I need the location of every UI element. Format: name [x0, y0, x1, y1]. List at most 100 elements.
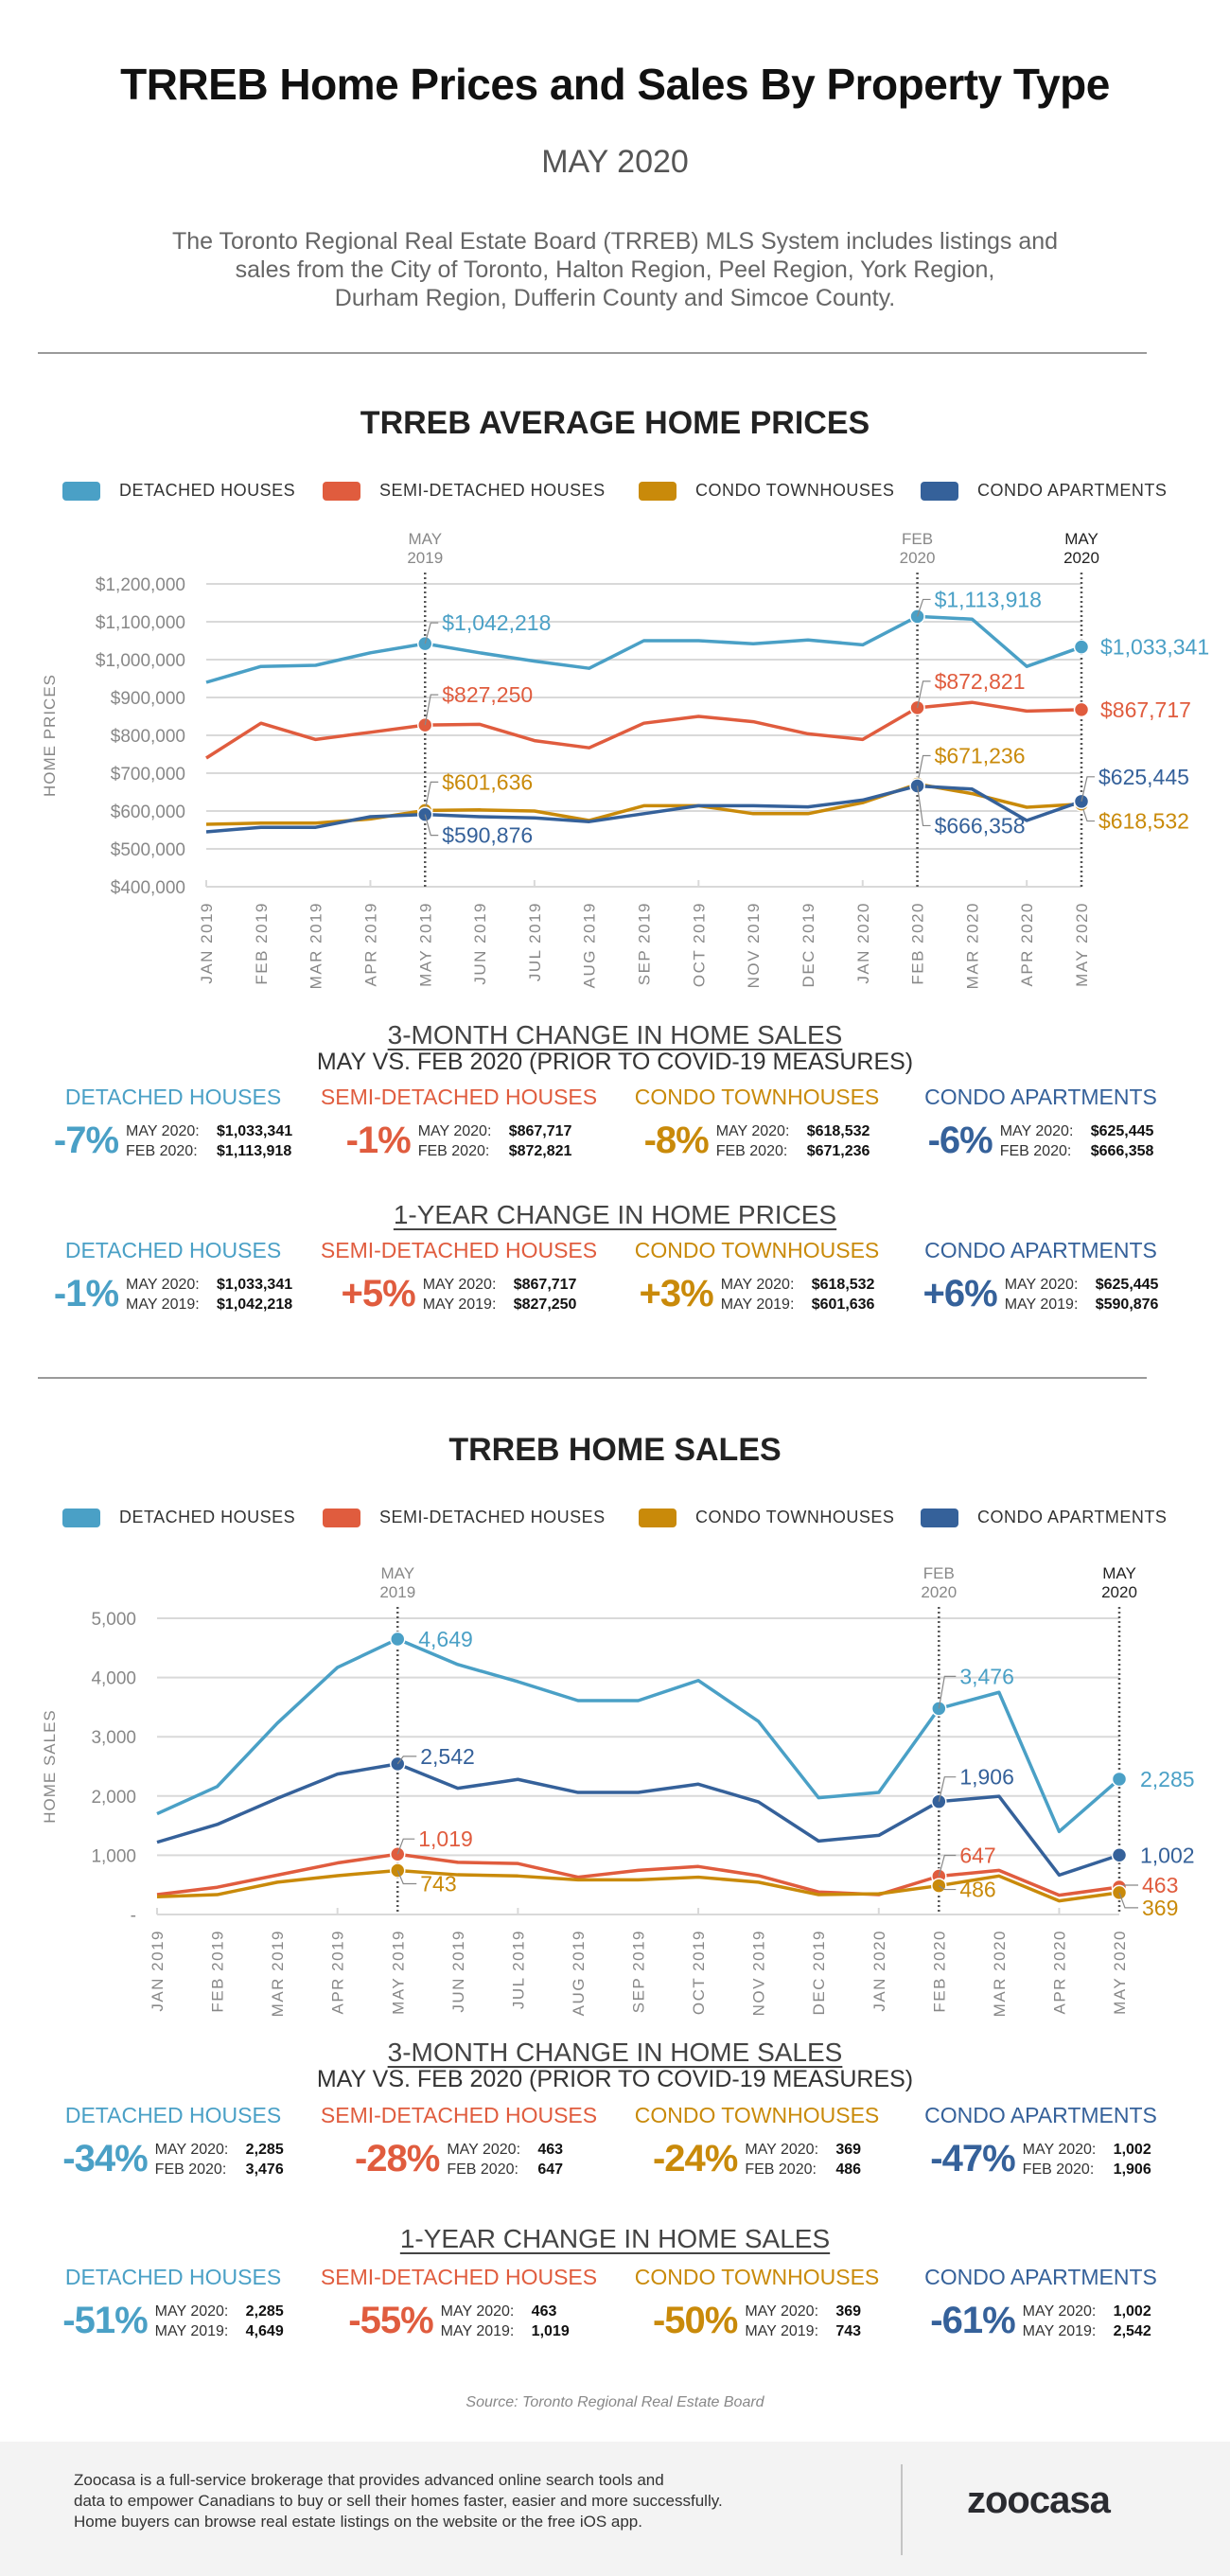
card-line1-value: 463 [531, 2303, 557, 2320]
card-line1-label: MAY 2020: [422, 1276, 497, 1293]
card-values: MAY 2020: $867,717 MAY 2019: $827,250 [423, 1275, 577, 1314]
x-tick-label: OCT 2019 [690, 1930, 708, 2015]
card-category: CONDO APARTMENTS [924, 2103, 1157, 2127]
card-line2-label: FEB 2020: [715, 1142, 788, 1159]
annotation-leader [1118, 1892, 1138, 1909]
legend-label: CONDO APARTMENTS [977, 1508, 1168, 1526]
legend-swatch-townhouse [639, 481, 676, 501]
card-line1-value: $1,033,341 [217, 1122, 293, 1139]
card-line2-label: MAY 2019: [440, 2322, 515, 2339]
annotation-leader [938, 1885, 957, 1891]
card-line2-value: 743 [835, 2322, 862, 2339]
x-tick-label: MAY 2019 [389, 1930, 407, 2015]
page-subtitle: MAY 2020 [541, 144, 689, 180]
y-tick-label: $1,200,000 [96, 575, 185, 595]
x-tick-label: JAN 2019 [198, 902, 216, 984]
x-tick-label: FEB 2020 [909, 902, 927, 985]
legend-label: DETACHED HOUSES [119, 481, 296, 500]
x-tick-label: FEB 2020 [930, 1930, 948, 2013]
legend-label: DETACHED HOUSES [119, 1508, 296, 1526]
summary-card-townhouse: CONDO TOWNHOUSES -24% MAY 2020: 369 FEB 2020… [615, 2103, 899, 2180]
card-values: MAY 2020: $618,532 MAY 2019: $601,636 [721, 1275, 875, 1314]
card-line2-label: FEB 2020: [154, 2161, 227, 2178]
footer: Zoocasa is a full-service brokerage that… [0, 2442, 1230, 2576]
card-line2-label: MAY 2019: [1004, 1296, 1079, 1313]
card-line2-value: $671,236 [806, 1142, 870, 1159]
x-tick-label: APR 2019 [361, 902, 379, 987]
series-line-semi [205, 700, 1082, 760]
card-percent-change: -61% [930, 2300, 1015, 2341]
sales-line-chart: - 1,000 2,000 3,000 4,000 5,000 HOME SALES JAN … [41, 1564, 1195, 2017]
card-line2-value: $601,636 [811, 1296, 875, 1313]
legend-item-detached: DETACHED HOUSES [62, 481, 295, 501]
card-category: CONDO APARTMENTS [924, 1085, 1157, 1109]
legend-swatch-apartment [921, 1508, 958, 1527]
summary-card-apartment: CONDO APARTMENTS -6% MAY 2020: $625,445 FEB … [899, 1085, 1183, 1162]
card-body: -47% MAY 2020: 1,002 FEB 2020: 1,906 [899, 2138, 1183, 2180]
data-label: 463 [1142, 1873, 1178, 1897]
annotation-leader [916, 680, 931, 708]
data-label: 1,002 [1140, 1843, 1195, 1867]
annotation-leader [938, 1776, 957, 1802]
legend-swatch-apartment [921, 481, 958, 501]
data-point-townhouse [390, 1862, 406, 1879]
card-line2-label: MAY 2019: [1022, 2322, 1097, 2339]
prices-chart-title: TRREB AVERAGE HOME PRICES [360, 405, 870, 441]
legend-label: SEMI-DETACHED HOUSES [379, 481, 606, 500]
legend-label: CONDO TOWNHOUSES [695, 1508, 895, 1526]
card-values: MAY 2020: 2,285 FEB 2020: 3,476 [155, 2140, 284, 2179]
sales-chart-title: TRREB HOME SALES [448, 1432, 782, 1468]
card-line2-value: 486 [835, 2161, 862, 2178]
card-line1-label: MAY 2020: [126, 1276, 200, 1293]
x-tick-label: MAY 2019 [416, 902, 434, 987]
summary-card-detached: DETACHED HOUSES -34% MAY 2020: 2,285 FEB 202… [31, 2103, 315, 2180]
reference-label: 2019 [407, 549, 443, 567]
card-line1-value: 369 [835, 2303, 862, 2320]
reference-label: MAY [380, 1564, 414, 1582]
data-label: 2,285 [1140, 1767, 1195, 1791]
zoocasa-logo[interactable]: zoocasa [967, 2479, 1111, 2521]
card-line2-value: $1,042,218 [217, 1296, 293, 1313]
y-tick-label: $800,000 [111, 727, 185, 747]
reference-label: MAY [1102, 1564, 1136, 1582]
card-line2-value: 1,019 [531, 2322, 570, 2339]
sales-3month-subheading: MAY VS. FEB 2020 (PRIOR TO COVID-19 MEAS… [316, 2066, 914, 2092]
prices-3month-heading: 3-MONTH CHANGE IN HOME SALES [387, 1020, 843, 1050]
card-percent-change: +3% [639, 1273, 714, 1314]
data-label: $666,358 [935, 813, 1026, 838]
card-line1-value: $625,445 [1095, 1276, 1159, 1293]
card-percent-change: -8% [643, 1120, 710, 1161]
card-category: SEMI-DETACHED HOUSES [320, 1238, 598, 1262]
card-line1-label: MAY 2020: [417, 1122, 492, 1139]
x-tick-label: JUN 2019 [471, 902, 489, 985]
card-line1-value: $1,033,341 [217, 1276, 293, 1293]
reference-label: 2020 [1101, 1583, 1137, 1601]
x-tick-label: MAR 2019 [269, 1930, 287, 2017]
intro-line: Durham Region, Dufferin County and Simco… [334, 285, 896, 311]
card-line1-label: MAY 2020: [447, 2141, 521, 2158]
y-tick-label: 1,000 [91, 1846, 136, 1866]
legend-item-townhouse: CONDO TOWNHOUSES [639, 481, 894, 501]
x-tick-label: JUN 2019 [449, 1930, 467, 2013]
card-body: -28% MAY 2020: 463 FEB 2020: 647 [317, 2138, 601, 2180]
card-values: MAY 2020: $625,445 FEB 2020: $666,358 [1000, 1121, 1154, 1161]
card-values: MAY 2020: 1,002 FEB 2020: 1,906 [1023, 2140, 1151, 2179]
data-label: 743 [420, 1871, 456, 1896]
card-body: -61% MAY 2020: 1,002 MAY 2019: 2,542 [899, 2300, 1183, 2342]
series-line-detached [205, 614, 1082, 684]
annotation-leader [938, 1675, 957, 1709]
y-tick-label: 2,000 [91, 1788, 136, 1808]
data-label: 2,542 [420, 1744, 475, 1769]
summary-card-semi: SEMI-DETACHED HOUSES -55% MAY 2020: 463 MAY … [317, 2265, 601, 2342]
card-line1-label: MAY 2020: [1004, 1276, 1079, 1293]
reference-label: FEB [902, 530, 933, 548]
card-category: CONDO APARTMENTS [924, 1238, 1157, 1262]
card-category: CONDO TOWNHOUSES [634, 1085, 880, 1109]
legend-swatch-semi [323, 1508, 360, 1527]
y-tick-label: $500,000 [111, 840, 185, 860]
card-line2-label: FEB 2020: [745, 2161, 817, 2178]
footer-line: Home buyers can browse real estate listi… [74, 2513, 642, 2531]
source-note: Source: Toronto Regional Real Estate Boa… [466, 2394, 764, 2410]
card-line2-value: $827,250 [513, 1296, 577, 1313]
summary-card-townhouse: CONDO TOWNHOUSES -8% MAY 2020: $618,532 FEB … [615, 1085, 899, 1162]
